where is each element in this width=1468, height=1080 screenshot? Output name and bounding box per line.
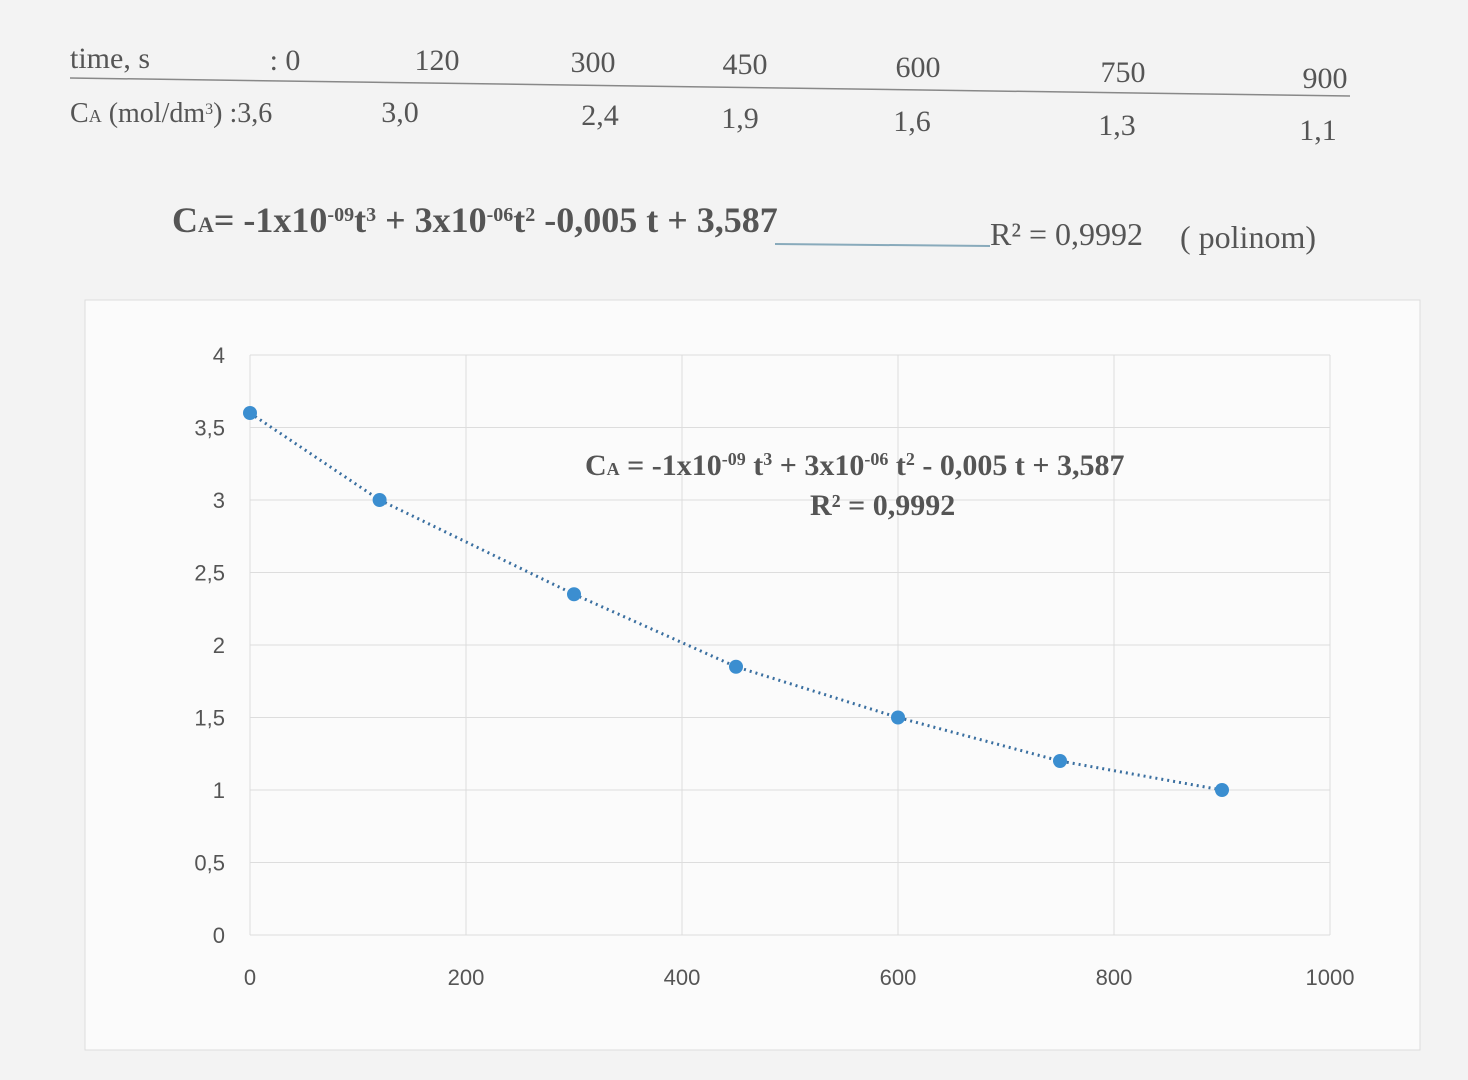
x-tick-label: 1000 — [1306, 965, 1355, 990]
data-table: time, s : 0 120 300 450 600 750 900 3,0 2,4 1,9 1,6… — [70, 42, 1348, 147]
y-tick-label: 1,5 — [194, 706, 225, 731]
text: = -1x10 — [214, 200, 328, 240]
table-cell: 1,1 — [1299, 114, 1337, 147]
data-point — [1215, 783, 1229, 797]
x-tick-label: 600 — [880, 965, 917, 990]
equation: CA= -1x10-09t3 + 3x10-06t2 -0,005 t + 3,… — [172, 200, 778, 240]
text: -06 — [487, 204, 514, 226]
text: = -1x10 — [620, 449, 722, 482]
table-header-cell: 750 — [1101, 56, 1146, 89]
trendline-label: CA = -1x10-09 t3 + 3x10-06 t2 - 0,005 t … — [585, 449, 1124, 482]
table-cell: 2,4 — [581, 99, 619, 132]
data-point — [1053, 754, 1067, 768]
trendline-r-squared: R² = 0,9992 — [810, 489, 955, 522]
text: 2 — [906, 449, 915, 469]
x-tick-label: 400 — [664, 965, 701, 990]
table-header-cell: 600 — [896, 51, 941, 84]
y-tick-label: 4 — [213, 343, 225, 368]
table-header-cell: 120 — [415, 44, 460, 77]
text: ) :3,6 — [213, 98, 272, 129]
text: A — [607, 459, 620, 479]
text: 2 — [525, 204, 535, 226]
text: C — [70, 98, 89, 129]
table-header-cell: 300 — [571, 46, 616, 79]
table-header-cell: : 0 — [270, 44, 301, 77]
text: 3 — [366, 204, 376, 226]
text: 3 — [205, 101, 213, 118]
x-tick-label: 800 — [1096, 965, 1133, 990]
text: t — [746, 449, 764, 482]
table-cell: 3,0 — [381, 96, 419, 129]
chart: 0 0,5 1 1,5 2 2,5 3 3,5 4 0 200 400 600 800 1000 — [194, 343, 1354, 990]
y-tick-label: 3,5 — [194, 416, 225, 441]
y-tick-label: 1 — [213, 778, 225, 803]
y-tick-label: 0,5 — [194, 851, 225, 876]
text: C — [172, 200, 198, 240]
text: A — [89, 106, 102, 126]
y-tick-label: 2,5 — [194, 561, 225, 586]
data-point — [891, 710, 905, 725]
text: (mol/dm — [102, 98, 206, 129]
data-point — [729, 659, 743, 674]
text: - 0,005 t + 3,587 — [915, 449, 1125, 482]
text: t — [354, 200, 366, 240]
x-tick-label: 0 — [244, 965, 256, 990]
data-point — [243, 406, 257, 420]
text: 3 — [763, 449, 772, 469]
text: t — [888, 449, 906, 482]
table-header-cell: 450 — [723, 48, 768, 81]
data-point — [567, 587, 581, 602]
underline — [774, 243, 991, 247]
y-tick-label: 2 — [213, 633, 225, 658]
text: -06 — [864, 449, 888, 469]
table-cell: 1,6 — [893, 105, 931, 138]
chart-area — [84, 299, 1421, 1051]
table-cell: 1,3 — [1098, 109, 1136, 142]
r-squared: R² = 0,9992 — [990, 216, 1143, 252]
table-header-cell: time, s — [70, 42, 150, 75]
text: -0,005 t + 3,587 — [535, 200, 778, 240]
y-tick-label: 0 — [213, 923, 225, 948]
table-rule — [69, 77, 1351, 97]
note: ( polinom) — [1180, 219, 1316, 255]
text: + 3x10 — [772, 449, 864, 482]
text: + 3x10 — [376, 200, 487, 240]
text: A — [198, 212, 214, 237]
text: -09 — [722, 449, 746, 469]
table-cell: 1,9 — [721, 102, 759, 135]
y-tick-label: 3 — [213, 488, 225, 513]
text: t — [513, 200, 525, 240]
table-header-cell: 900 — [1303, 62, 1348, 95]
x-tick-label: 200 — [448, 965, 485, 990]
text: -09 — [327, 204, 354, 226]
row-label: CA (mol/dm3) :3,6 — [70, 98, 272, 129]
data-point — [372, 493, 387, 507]
text: C — [585, 449, 607, 482]
